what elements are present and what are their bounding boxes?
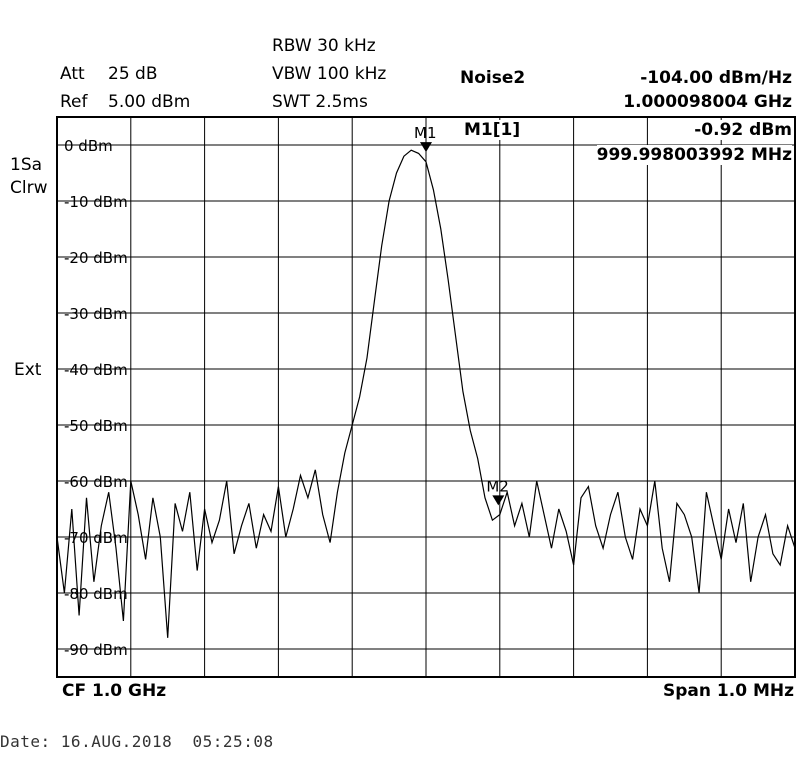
att-value: 25 dB [108, 64, 158, 84]
y-tick-label: -90 dBm [64, 641, 128, 659]
y-tick-label: -10 dBm [64, 193, 128, 211]
y-tick-labels: 0 dBm -10 dBm -20 dBm -30 dBm -40 dBm -50 dBm… [64, 137, 128, 659]
ref-label: Ref [60, 92, 88, 112]
trace-line [56, 149, 796, 638]
center-frequency: CF 1.0 GHz [62, 681, 167, 701]
span-value: Span 1.0 MHz [663, 681, 794, 701]
rbw-value: RBW 30 kHz [272, 36, 376, 56]
noise-value: -104.00 dBm/Hz [640, 68, 792, 88]
y-tick-label: 0 dBm [64, 137, 113, 155]
date-line: Date: 16.AUG.2018 05:25:08 [0, 732, 274, 751]
y-tick-label: -30 dBm [64, 305, 128, 323]
noise-mode: Noise2 [460, 68, 526, 88]
analyzer-screen: Att 25 dB Ref 5.00 dBm RBW 30 kHz VBW 10… [10, 36, 796, 701]
trigger-label: Ext [14, 360, 42, 380]
marker-readout-level: -0.92 dBm [694, 120, 792, 140]
marker-triangle [420, 142, 432, 153]
y-tick-label: -50 dBm [64, 417, 128, 435]
marker-label: M2 [486, 477, 509, 495]
markers: M1 M2 [414, 124, 509, 506]
marker-label: M1 [414, 124, 437, 142]
swt-value: SWT 2.5ms [272, 92, 368, 112]
trace-sa-label: 1Sa [10, 155, 43, 175]
y-tick-label: -70 dBm [64, 529, 128, 547]
trace-mode-label: Clrw [10, 178, 48, 198]
marker-triangle [492, 495, 505, 506]
noise-frequency: 1.000098004 GHz [623, 92, 792, 112]
vbw-value: VBW 100 kHz [272, 64, 387, 84]
y-tick-label: -40 dBm [64, 361, 128, 379]
marker-readout-frequency: 999.998003992 MHz [596, 145, 792, 165]
plot-grid [57, 117, 795, 677]
marker-readout-name: M1[1] [462, 120, 523, 140]
ref-value: 5.00 dBm [108, 92, 191, 112]
y-tick-label: -20 dBm [64, 249, 128, 267]
spectrum-plot: 0 dBm -10 dBm -20 dBm -30 dBm -40 dBm -50 dBm… [56, 116, 796, 678]
att-label: Att [60, 64, 85, 84]
y-tick-label: -60 dBm [64, 473, 128, 491]
y-tick-label: -80 dBm [64, 585, 128, 603]
